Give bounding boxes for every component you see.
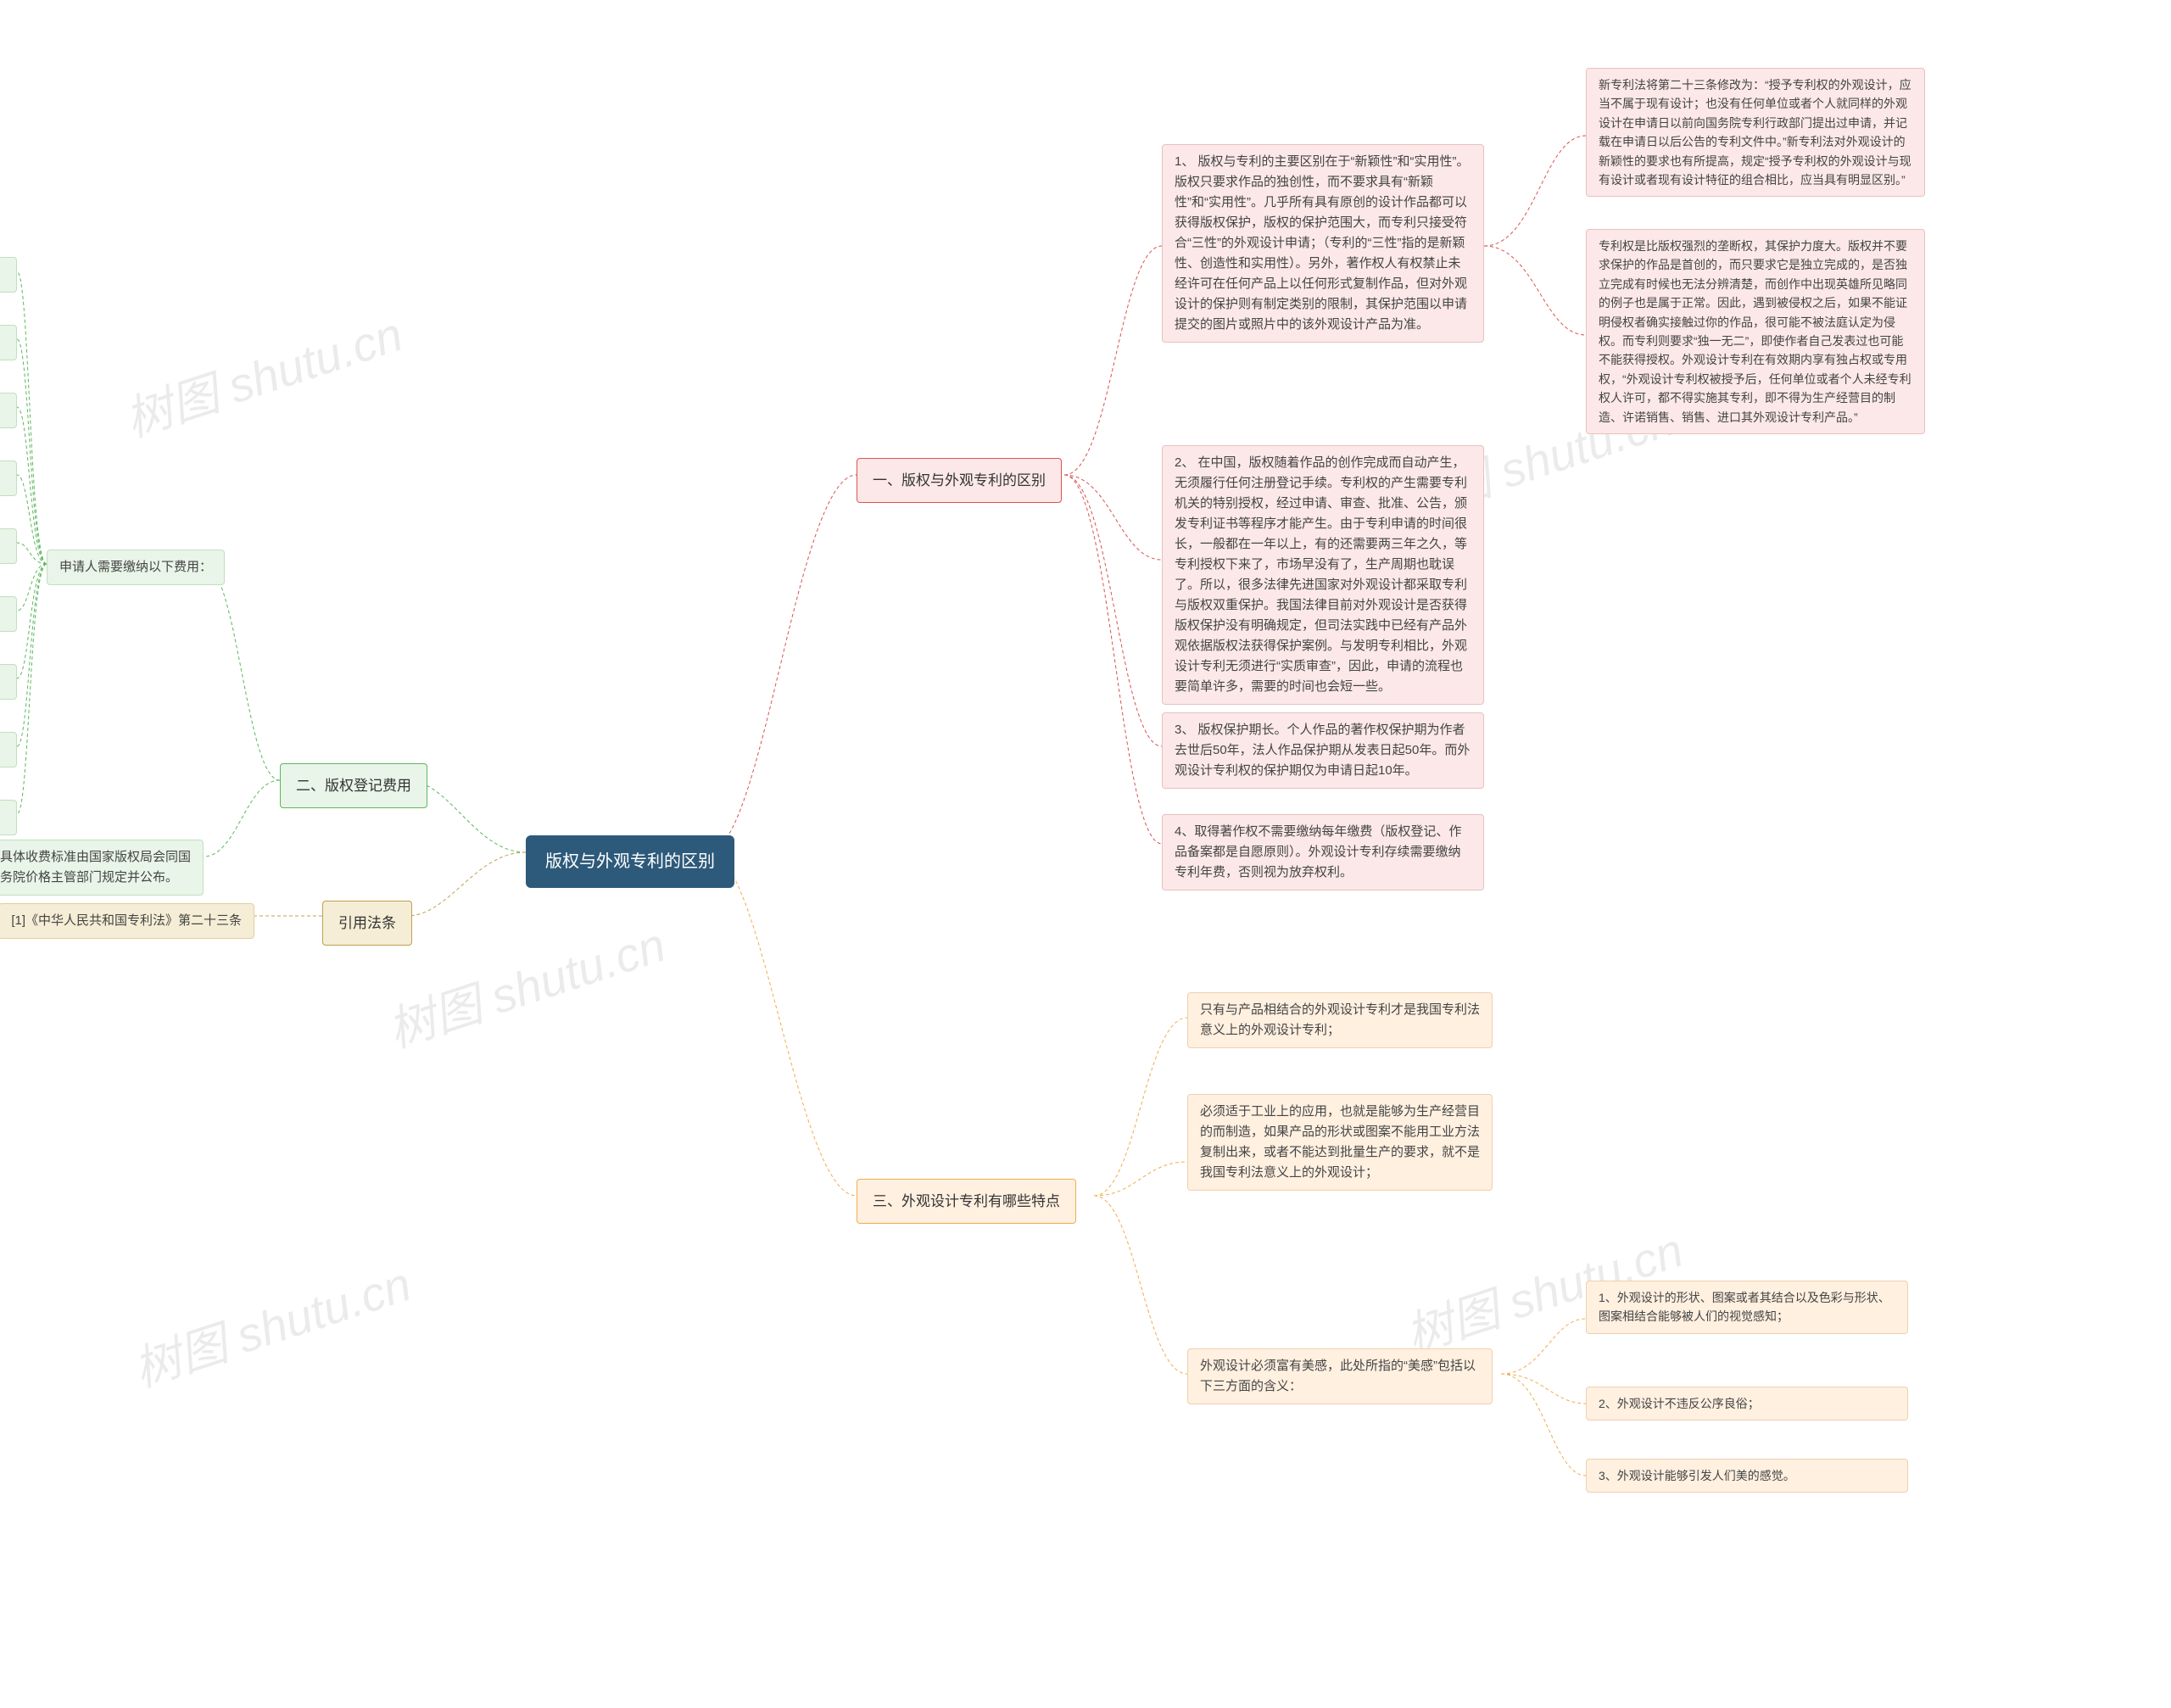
- feature-f1-text: 只有与产品相结合的外观设计专利才是我国专利法意义上的外观设计专利；: [1200, 1002, 1480, 1037]
- fee-item-9-text: 9、其他需交纳的费用。: [0, 810, 4, 824]
- fee-item-5[interactable]: 5、封存保管费；: [0, 528, 17, 564]
- feature-f3-2-text: 2、外观设计不违反公序良俗；: [1599, 1397, 1760, 1410]
- fee-note[interactable]: 具体收费标准由国家版权局会同国务院价格主管部门规定并公布。: [0, 840, 204, 896]
- branch-diff[interactable]: 一、版权与外观专利的区别: [857, 458, 1062, 503]
- fee-item-6[interactable]: 6、例外交存费；: [0, 596, 17, 632]
- diff-c3[interactable]: 3、 版权保护期长。个人作品的著作权保护期为作者去世后50年，法人作品保护期从发…: [1162, 712, 1484, 789]
- diff-c1[interactable]: 1、 版权与专利的主要区别在于“新颖性”和“实用性”。版权只要求作品的独创性，而…: [1162, 144, 1484, 343]
- branch-feature[interactable]: 三、外观设计专利有哪些特点: [857, 1179, 1076, 1224]
- diff-c2[interactable]: 2、 在中国，版权随着作品的创作完成而自动产生，无须履行任何注册登记手续。专利权…: [1162, 445, 1484, 705]
- root-label: 版权与外观专利的区别: [545, 852, 715, 871]
- feature-f3-3-text: 3、外观设计能够引发人们美的感觉。: [1599, 1469, 1795, 1482]
- diff-c1a[interactable]: 新专利法将第二十三条修改为：“授予专利权的外观设计，应当不属于现有设计；也没有任…: [1586, 68, 1925, 197]
- fee-item-7-text: 7、查询费；: [0, 674, 4, 689]
- fee-item-1[interactable]: 1、著作权登记费；: [0, 257, 17, 293]
- diff-c3-text: 3、 版权保护期长。个人作品的著作权保护期为作者去世后50年，法人作品保护期从发…: [1175, 723, 1470, 778]
- diff-c4-text: 4、取得著作权不需要缴纳每年缴费（版权登记、作品备案都是自愿原则）。外观设计专利…: [1175, 824, 1461, 879]
- feature-f3[interactable]: 外观设计必须富有美感，此处所指的“美感”包括以下三方面的含义：: [1187, 1348, 1493, 1404]
- law-l1-text: [1]《中华人民共和国专利法》第二十三条: [11, 913, 242, 928]
- fee-item-2-text: 2、著作权合同登记费；: [0, 335, 4, 349]
- diff-c1a-text: 新专利法将第二十三条修改为：“授予专利权的外观设计，应当不属于现有设计；也没有任…: [1599, 78, 1911, 187]
- branch-feature-label: 三、外观设计专利有哪些特点: [873, 1193, 1060, 1209]
- fee-item-5-text: 5、封存保管费；: [0, 539, 4, 553]
- feature-f3-text: 外观设计必须富有美感，此处所指的“美感”包括以下三方面的含义：: [1200, 1359, 1476, 1393]
- feature-f2-text: 必须适于工业上的应用，也就是能够为生产经营目的而制造，如果产品的形状或图案不能用…: [1200, 1104, 1480, 1180]
- branch-fee-label: 二、版权登记费用: [296, 778, 411, 794]
- fee-item-8[interactable]: 8、撤销登记申请费；: [0, 732, 17, 767]
- feature-f3-1[interactable]: 1、外观设计的形状、图案或者其结合以及色彩与形状、图案相结合能够被人们的视觉感知…: [1586, 1281, 1908, 1334]
- fee-item-4-text: 4、登记证书费；: [0, 471, 4, 485]
- fee-item-6-text: 6、例外交存费；: [0, 606, 4, 621]
- branch-law-label: 引用法条: [338, 915, 396, 931]
- feature-f2[interactable]: 必须适于工业上的应用，也就是能够为生产经营目的而制造，如果产品的形状或图案不能用…: [1187, 1094, 1493, 1191]
- watermark: 树图 shutu.cn: [124, 1247, 419, 1401]
- watermark: 树图 shutu.cn: [115, 297, 410, 451]
- branch-diff-label: 一、版权与外观专利的区别: [873, 472, 1046, 488]
- feature-f3-2[interactable]: 2、外观设计不违反公序良俗；: [1586, 1387, 1908, 1421]
- watermark: 树图 shutu.cn: [378, 907, 673, 1062]
- diff-c1b[interactable]: 专利权是比版权强烈的垄断权，其保护力度大。版权并不要求保护的作品是首创的，而只要…: [1586, 229, 1925, 434]
- diff-c1-text: 1、 版权与专利的主要区别在于“新颖性”和“实用性”。版权只要求作品的独创性，而…: [1175, 154, 1470, 332]
- fee-item-3[interactable]: 3、变更或补充登记费；: [0, 393, 17, 428]
- diff-c4[interactable]: 4、取得著作权不需要缴纳每年缴费（版权登记、作品备案都是自愿原则）。外观设计专利…: [1162, 814, 1484, 890]
- diff-c1b-text: 专利权是比版权强烈的垄断权，其保护力度大。版权并不要求保护的作品是首创的，而只要…: [1599, 239, 1911, 424]
- feature-f3-1-text: 1、外观设计的形状、图案或者其结合以及色彩与形状、图案相结合能够被人们的视觉感知…: [1599, 1291, 1890, 1323]
- fee-note-text: 具体收费标准由国家版权局会同国务院价格主管部门规定并公布。: [0, 850, 191, 885]
- fee-item-1-text: 1、著作权登记费；: [0, 267, 4, 282]
- fee-intro-text: 申请人需要缴纳以下费用：: [59, 560, 212, 574]
- fee-item-2[interactable]: 2、著作权合同登记费；: [0, 325, 17, 360]
- root-node[interactable]: 版权与外观专利的区别: [526, 835, 734, 888]
- fee-item-8-text: 8、撤销登记申请费；: [0, 742, 4, 756]
- branch-fee[interactable]: 二、版权登记费用: [280, 763, 427, 808]
- feature-f1[interactable]: 只有与产品相结合的外观设计专利才是我国专利法意义上的外观设计专利；: [1187, 992, 1493, 1048]
- fee-item-9[interactable]: 9、其他需交纳的费用。: [0, 800, 17, 835]
- law-l1[interactable]: [1]《中华人民共和国专利法》第二十三条: [0, 903, 254, 939]
- branch-law[interactable]: 引用法条: [322, 901, 412, 946]
- feature-f3-3[interactable]: 3、外观设计能够引发人们美的感觉。: [1586, 1459, 1908, 1493]
- fee-item-4[interactable]: 4、登记证书费；: [0, 460, 17, 496]
- fee-item-3-text: 3、变更或补充登记费；: [0, 403, 4, 417]
- diff-c2-text: 2、 在中国，版权随着作品的创作完成而自动产生，无须履行任何注册登记手续。专利权…: [1175, 455, 1467, 694]
- fee-item-7[interactable]: 7、查询费；: [0, 664, 17, 700]
- fee-intro[interactable]: 申请人需要缴纳以下费用：: [47, 550, 225, 585]
